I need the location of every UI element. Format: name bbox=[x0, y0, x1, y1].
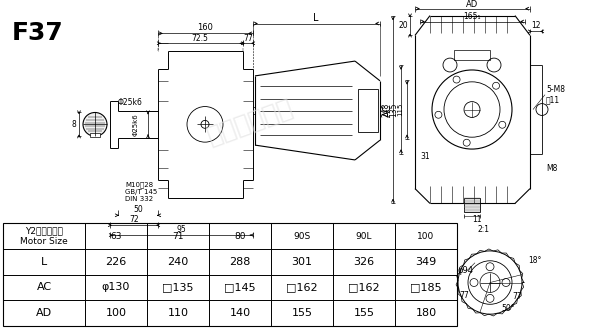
Text: 72.5: 72.5 bbox=[191, 34, 208, 43]
Text: 160: 160 bbox=[197, 23, 213, 32]
Text: □162: □162 bbox=[348, 283, 380, 292]
Text: AC: AC bbox=[383, 104, 393, 117]
Text: 5-M8: 5-M8 bbox=[546, 85, 565, 94]
Text: 155: 155 bbox=[353, 308, 374, 318]
Text: 8: 8 bbox=[71, 120, 76, 129]
Bar bbox=[90, 133, 100, 137]
Text: 11: 11 bbox=[472, 215, 482, 224]
Bar bbox=[358, 89, 378, 132]
Text: 110: 110 bbox=[167, 308, 188, 318]
Circle shape bbox=[83, 113, 107, 136]
Text: Φ25k6: Φ25k6 bbox=[118, 98, 142, 107]
Text: 77: 77 bbox=[512, 292, 522, 301]
Text: 12: 12 bbox=[531, 21, 541, 30]
Text: 349: 349 bbox=[415, 257, 437, 267]
Text: L: L bbox=[313, 13, 319, 23]
Text: 72: 72 bbox=[129, 215, 139, 224]
Text: 50: 50 bbox=[133, 205, 143, 214]
Text: Y2电机机座号
Motor Size: Y2电机机座号 Motor Size bbox=[20, 226, 68, 246]
Text: 140: 140 bbox=[229, 308, 251, 318]
Text: M10深28
GB/T 145
DIN 332: M10深28 GB/T 145 DIN 332 bbox=[125, 182, 157, 202]
Text: 135: 135 bbox=[389, 102, 398, 117]
Text: AC: AC bbox=[37, 283, 52, 292]
Text: φ130: φ130 bbox=[102, 283, 130, 292]
Text: 326: 326 bbox=[353, 257, 374, 267]
Text: 95: 95 bbox=[176, 225, 186, 234]
Text: □185: □185 bbox=[410, 283, 442, 292]
Text: 288: 288 bbox=[229, 257, 251, 267]
Text: 90S: 90S bbox=[293, 232, 311, 240]
Text: 77: 77 bbox=[459, 291, 469, 300]
Text: M8: M8 bbox=[546, 164, 557, 173]
Text: 63: 63 bbox=[110, 232, 122, 240]
Text: 248: 248 bbox=[382, 102, 391, 117]
Text: 百码玛特传动: 百码玛特传动 bbox=[203, 96, 296, 149]
Text: 100: 100 bbox=[106, 308, 127, 318]
Text: 240: 240 bbox=[167, 257, 188, 267]
Text: □162: □162 bbox=[286, 283, 318, 292]
Text: 2:1: 2:1 bbox=[478, 225, 490, 234]
Text: φ94: φ94 bbox=[458, 266, 474, 275]
Text: 71: 71 bbox=[172, 232, 184, 240]
Text: □135: □135 bbox=[162, 283, 194, 292]
Text: F37: F37 bbox=[12, 21, 64, 45]
Text: 155: 155 bbox=[292, 308, 313, 318]
Text: 50°: 50° bbox=[501, 304, 515, 313]
Text: 100: 100 bbox=[418, 232, 434, 240]
Text: 301: 301 bbox=[292, 257, 313, 267]
Text: 90L: 90L bbox=[356, 232, 372, 240]
Text: AD: AD bbox=[36, 308, 52, 318]
Text: Φ25k6: Φ25k6 bbox=[133, 113, 139, 136]
Text: □145: □145 bbox=[224, 283, 256, 292]
Text: 115: 115 bbox=[397, 103, 403, 116]
Text: 深11: 深11 bbox=[546, 95, 560, 104]
Bar bbox=[3, 223, 457, 326]
Text: L: L bbox=[41, 257, 47, 267]
Text: 31: 31 bbox=[420, 152, 430, 162]
Text: 18°: 18° bbox=[529, 256, 542, 265]
Text: 77: 77 bbox=[243, 34, 253, 43]
Bar bbox=[464, 198, 480, 212]
Text: AD: AD bbox=[466, 0, 478, 9]
Text: 226: 226 bbox=[106, 257, 127, 267]
Text: 180: 180 bbox=[415, 308, 437, 318]
Text: 20: 20 bbox=[398, 21, 408, 30]
Text: 165₁: 165₁ bbox=[463, 12, 481, 21]
Text: 80: 80 bbox=[234, 232, 246, 240]
Bar bbox=[454, 50, 490, 60]
